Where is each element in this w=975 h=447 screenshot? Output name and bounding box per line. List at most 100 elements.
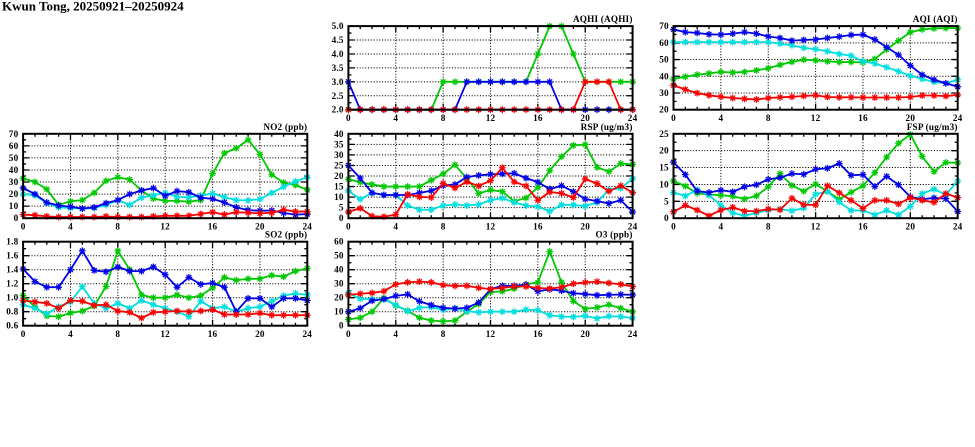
- svg-text:12: 12: [811, 113, 821, 123]
- svg-text:25: 25: [659, 129, 669, 139]
- svg-text:16: 16: [533, 329, 543, 339]
- svg-text:24: 24: [628, 329, 638, 339]
- svg-text:20: 20: [9, 189, 19, 199]
- svg-text:15: 15: [659, 163, 669, 173]
- svg-text:0.8: 0.8: [6, 307, 18, 317]
- svg-text:0: 0: [664, 213, 669, 223]
- svg-text:0: 0: [339, 213, 344, 223]
- svg-text:10: 10: [659, 179, 669, 189]
- svg-text:Kwun Tong, 20250921–20250924: Kwun Tong, 20250921–20250924: [2, 0, 184, 13]
- svg-text:24: 24: [628, 221, 638, 231]
- svg-text:1.6: 1.6: [6, 251, 18, 261]
- svg-text:20: 20: [659, 105, 669, 115]
- svg-text:0: 0: [21, 221, 26, 231]
- svg-text:2.0: 2.0: [332, 105, 344, 115]
- svg-text:24: 24: [628, 113, 638, 123]
- svg-text:3.5: 3.5: [332, 63, 344, 73]
- svg-text:FSP (ug/m3): FSP (ug/m3): [907, 122, 958, 132]
- svg-text:20: 20: [659, 146, 669, 156]
- svg-text:20: 20: [255, 221, 265, 231]
- svg-text:30: 30: [9, 177, 19, 187]
- svg-text:20: 20: [580, 329, 590, 339]
- svg-text:20: 20: [580, 221, 590, 231]
- svg-text:8: 8: [766, 113, 771, 123]
- svg-text:24: 24: [303, 329, 313, 339]
- svg-text:10: 10: [334, 307, 344, 317]
- svg-text:35: 35: [334, 139, 344, 149]
- svg-text:24: 24: [953, 113, 963, 123]
- svg-text:12: 12: [486, 113, 496, 123]
- svg-text:4.0: 4.0: [332, 49, 344, 59]
- svg-text:NO2 (ppb): NO2 (ppb): [263, 122, 307, 132]
- svg-text:1.0: 1.0: [6, 293, 18, 303]
- svg-text:4: 4: [393, 329, 398, 339]
- svg-text:2.5: 2.5: [332, 91, 344, 101]
- svg-text:0: 0: [346, 221, 351, 231]
- svg-text:4: 4: [718, 113, 723, 123]
- svg-text:1.4: 1.4: [6, 265, 18, 275]
- svg-text:0.6: 0.6: [6, 321, 18, 331]
- svg-text:40: 40: [334, 129, 344, 139]
- svg-text:16: 16: [208, 221, 218, 231]
- svg-text:4: 4: [718, 221, 723, 231]
- svg-text:24: 24: [953, 221, 963, 231]
- svg-text:3.0: 3.0: [332, 77, 344, 87]
- svg-text:0: 0: [346, 329, 351, 339]
- svg-text:16: 16: [533, 221, 543, 231]
- svg-text:40: 40: [9, 165, 19, 175]
- svg-text:SO2 (ppb): SO2 (ppb): [265, 230, 307, 240]
- svg-text:8: 8: [441, 329, 446, 339]
- svg-text:8: 8: [115, 221, 120, 231]
- svg-text:4: 4: [68, 329, 73, 339]
- svg-text:0: 0: [14, 213, 19, 223]
- svg-text:0: 0: [346, 113, 351, 123]
- svg-text:0: 0: [671, 221, 676, 231]
- svg-text:1.2: 1.2: [6, 279, 18, 289]
- svg-text:40: 40: [334, 265, 344, 275]
- svg-text:16: 16: [208, 329, 218, 339]
- svg-text:4: 4: [393, 221, 398, 231]
- svg-text:0: 0: [21, 329, 26, 339]
- svg-text:1.8: 1.8: [6, 237, 18, 247]
- svg-text:24: 24: [303, 221, 313, 231]
- svg-text:16: 16: [858, 113, 868, 123]
- svg-text:70: 70: [659, 21, 669, 31]
- svg-text:16: 16: [858, 221, 868, 231]
- svg-text:8: 8: [441, 221, 446, 231]
- svg-text:AQI (AQI): AQI (AQI): [913, 14, 958, 24]
- svg-text:70: 70: [9, 129, 19, 139]
- svg-text:16: 16: [533, 113, 543, 123]
- svg-text:AQHI (AQHI): AQHI (AQHI): [573, 14, 633, 24]
- svg-text:30: 30: [334, 150, 344, 160]
- svg-text:8: 8: [766, 221, 771, 231]
- svg-text:20: 20: [334, 171, 344, 181]
- svg-text:20: 20: [906, 113, 916, 123]
- svg-text:50: 50: [659, 55, 669, 65]
- svg-text:15: 15: [334, 182, 344, 192]
- svg-text:RSP (ug/m3): RSP (ug/m3): [581, 122, 633, 132]
- svg-text:0: 0: [671, 113, 676, 123]
- svg-text:12: 12: [811, 221, 821, 231]
- svg-text:25: 25: [334, 160, 344, 170]
- svg-text:0: 0: [339, 321, 344, 331]
- svg-text:12: 12: [486, 329, 496, 339]
- svg-text:20: 20: [906, 221, 916, 231]
- svg-text:40: 40: [659, 71, 669, 81]
- svg-text:4.5: 4.5: [332, 35, 344, 45]
- svg-text:12: 12: [160, 221, 170, 231]
- svg-text:30: 30: [659, 88, 669, 98]
- svg-text:5: 5: [664, 196, 669, 206]
- svg-text:20: 20: [334, 293, 344, 303]
- svg-text:12: 12: [486, 221, 496, 231]
- svg-text:10: 10: [334, 192, 344, 202]
- svg-text:60: 60: [334, 237, 344, 247]
- svg-text:60: 60: [659, 38, 669, 48]
- svg-text:20: 20: [580, 113, 590, 123]
- svg-text:10: 10: [9, 201, 19, 211]
- svg-text:5: 5: [339, 203, 344, 213]
- svg-text:4: 4: [68, 221, 73, 231]
- svg-text:5.0: 5.0: [332, 21, 344, 31]
- svg-text:8: 8: [441, 113, 446, 123]
- svg-text:60: 60: [9, 141, 19, 151]
- svg-text:12: 12: [160, 329, 170, 339]
